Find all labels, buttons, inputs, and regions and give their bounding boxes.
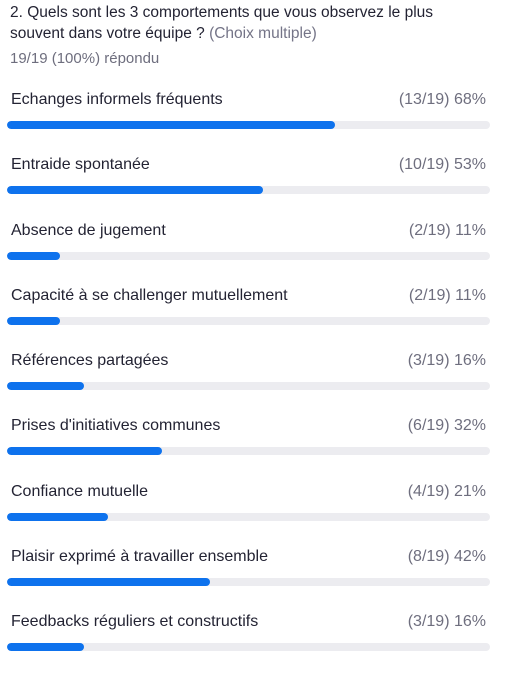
option-row: Plaisir exprimé à travailler ensemble (8…: [0, 546, 508, 611]
option-label: Capacité à se challenger mutuellement: [11, 286, 288, 304]
progress-fill: [7, 251, 61, 260]
option-row: Absence de jugement (2/19) 11%: [0, 220, 508, 285]
progress-track: [7, 447, 490, 456]
question-text: 2. Quels sont les 3 comportements que vo…: [10, 4, 434, 42]
progress-fill: [7, 316, 61, 325]
option-count: (6/19): [407, 417, 450, 435]
option-stat: (2/19) 11%: [409, 220, 486, 242]
option-count: (2/19): [408, 286, 451, 304]
option-count: (13/19): [398, 91, 450, 108]
poll-results-panel: 2. Quels sont les 3 comportements que vo…: [7, 2, 490, 652]
question-hint: (Choix multiple): [209, 25, 317, 42]
option-stat: (13/19) 68%: [399, 89, 486, 111]
option-row: Echanges informels fréquents (13/19) 68%: [0, 89, 508, 154]
option-percent: 21%: [453, 482, 486, 500]
option-count: (3/19): [407, 352, 450, 370]
option-count: (10/19): [398, 156, 450, 174]
option-stat: (6/19) 32%: [408, 415, 486, 437]
option-row: Entraide spontanée (10/19) 53%: [0, 154, 508, 219]
progress-track: [7, 251, 490, 260]
option-label: Confiance mutuelle: [11, 482, 148, 500]
progress-fill: [7, 512, 109, 521]
option-percent: 32%: [453, 417, 486, 435]
option-label: Echanges informels fréquents: [11, 91, 223, 108]
option-percent: 42%: [453, 548, 486, 566]
option-count: (2/19): [408, 221, 451, 239]
progress-track: [7, 316, 490, 325]
option-row: Feedbacks réguliers et constructifs (3/1…: [0, 611, 508, 676]
option-label: Absence de jugement: [11, 221, 166, 239]
progress-track: [7, 382, 490, 391]
progress-track: [7, 186, 490, 195]
option-percent: 16%: [453, 613, 486, 631]
option-percent: 53%: [453, 156, 486, 174]
progress-track: [7, 512, 490, 521]
progress-fill: [7, 382, 85, 391]
progress-track: [7, 121, 490, 129]
option-label: Entraide spontanée: [11, 156, 150, 174]
option-count: (3/19): [407, 613, 450, 631]
option-percent: 16%: [453, 352, 486, 370]
options-list: Echanges informels fréquents (13/19) 68%…: [0, 89, 508, 677]
option-stat: (4/19) 21%: [408, 481, 486, 503]
question-title: 2. Quels sont les 3 comportements que vo…: [10, 2, 490, 44]
progress-track: [7, 578, 490, 587]
option-row: Capacité à se challenger mutuellement (2…: [0, 285, 508, 350]
option-row: Confiance mutuelle (4/19) 21%: [0, 481, 508, 546]
option-percent: 68%: [453, 91, 486, 108]
option-stat: (2/19) 11%: [409, 285, 486, 307]
option-count: (8/19): [407, 548, 450, 566]
option-label: Plaisir exprimé à travailler ensemble: [11, 548, 268, 566]
option-count: (4/19): [407, 482, 450, 500]
progress-fill: [7, 121, 336, 129]
option-row: Références partagées (3/19) 16%: [0, 350, 508, 415]
progress-fill: [7, 643, 85, 652]
option-label: Références partagées: [11, 352, 169, 370]
answered-count: 19/19 (100%) répondu: [10, 50, 160, 67]
option-stat: (8/19) 42%: [408, 546, 486, 568]
progress-fill: [7, 578, 210, 587]
option-stat: (3/19) 16%: [408, 350, 486, 372]
option-stat: (3/19) 16%: [408, 611, 486, 633]
option-percent: 11%: [455, 286, 486, 304]
option-label: Prises d'initiatives communes: [11, 417, 221, 435]
progress-track: [7, 643, 490, 652]
option-percent: 11%: [455, 221, 486, 239]
option-label: Feedbacks réguliers et constructifs: [11, 613, 259, 631]
progress-fill: [7, 447, 162, 456]
progress-fill: [7, 186, 263, 195]
option-stat: (10/19) 53%: [399, 154, 486, 176]
option-row: Prises d'initiatives communes (6/19) 32%: [0, 415, 508, 480]
